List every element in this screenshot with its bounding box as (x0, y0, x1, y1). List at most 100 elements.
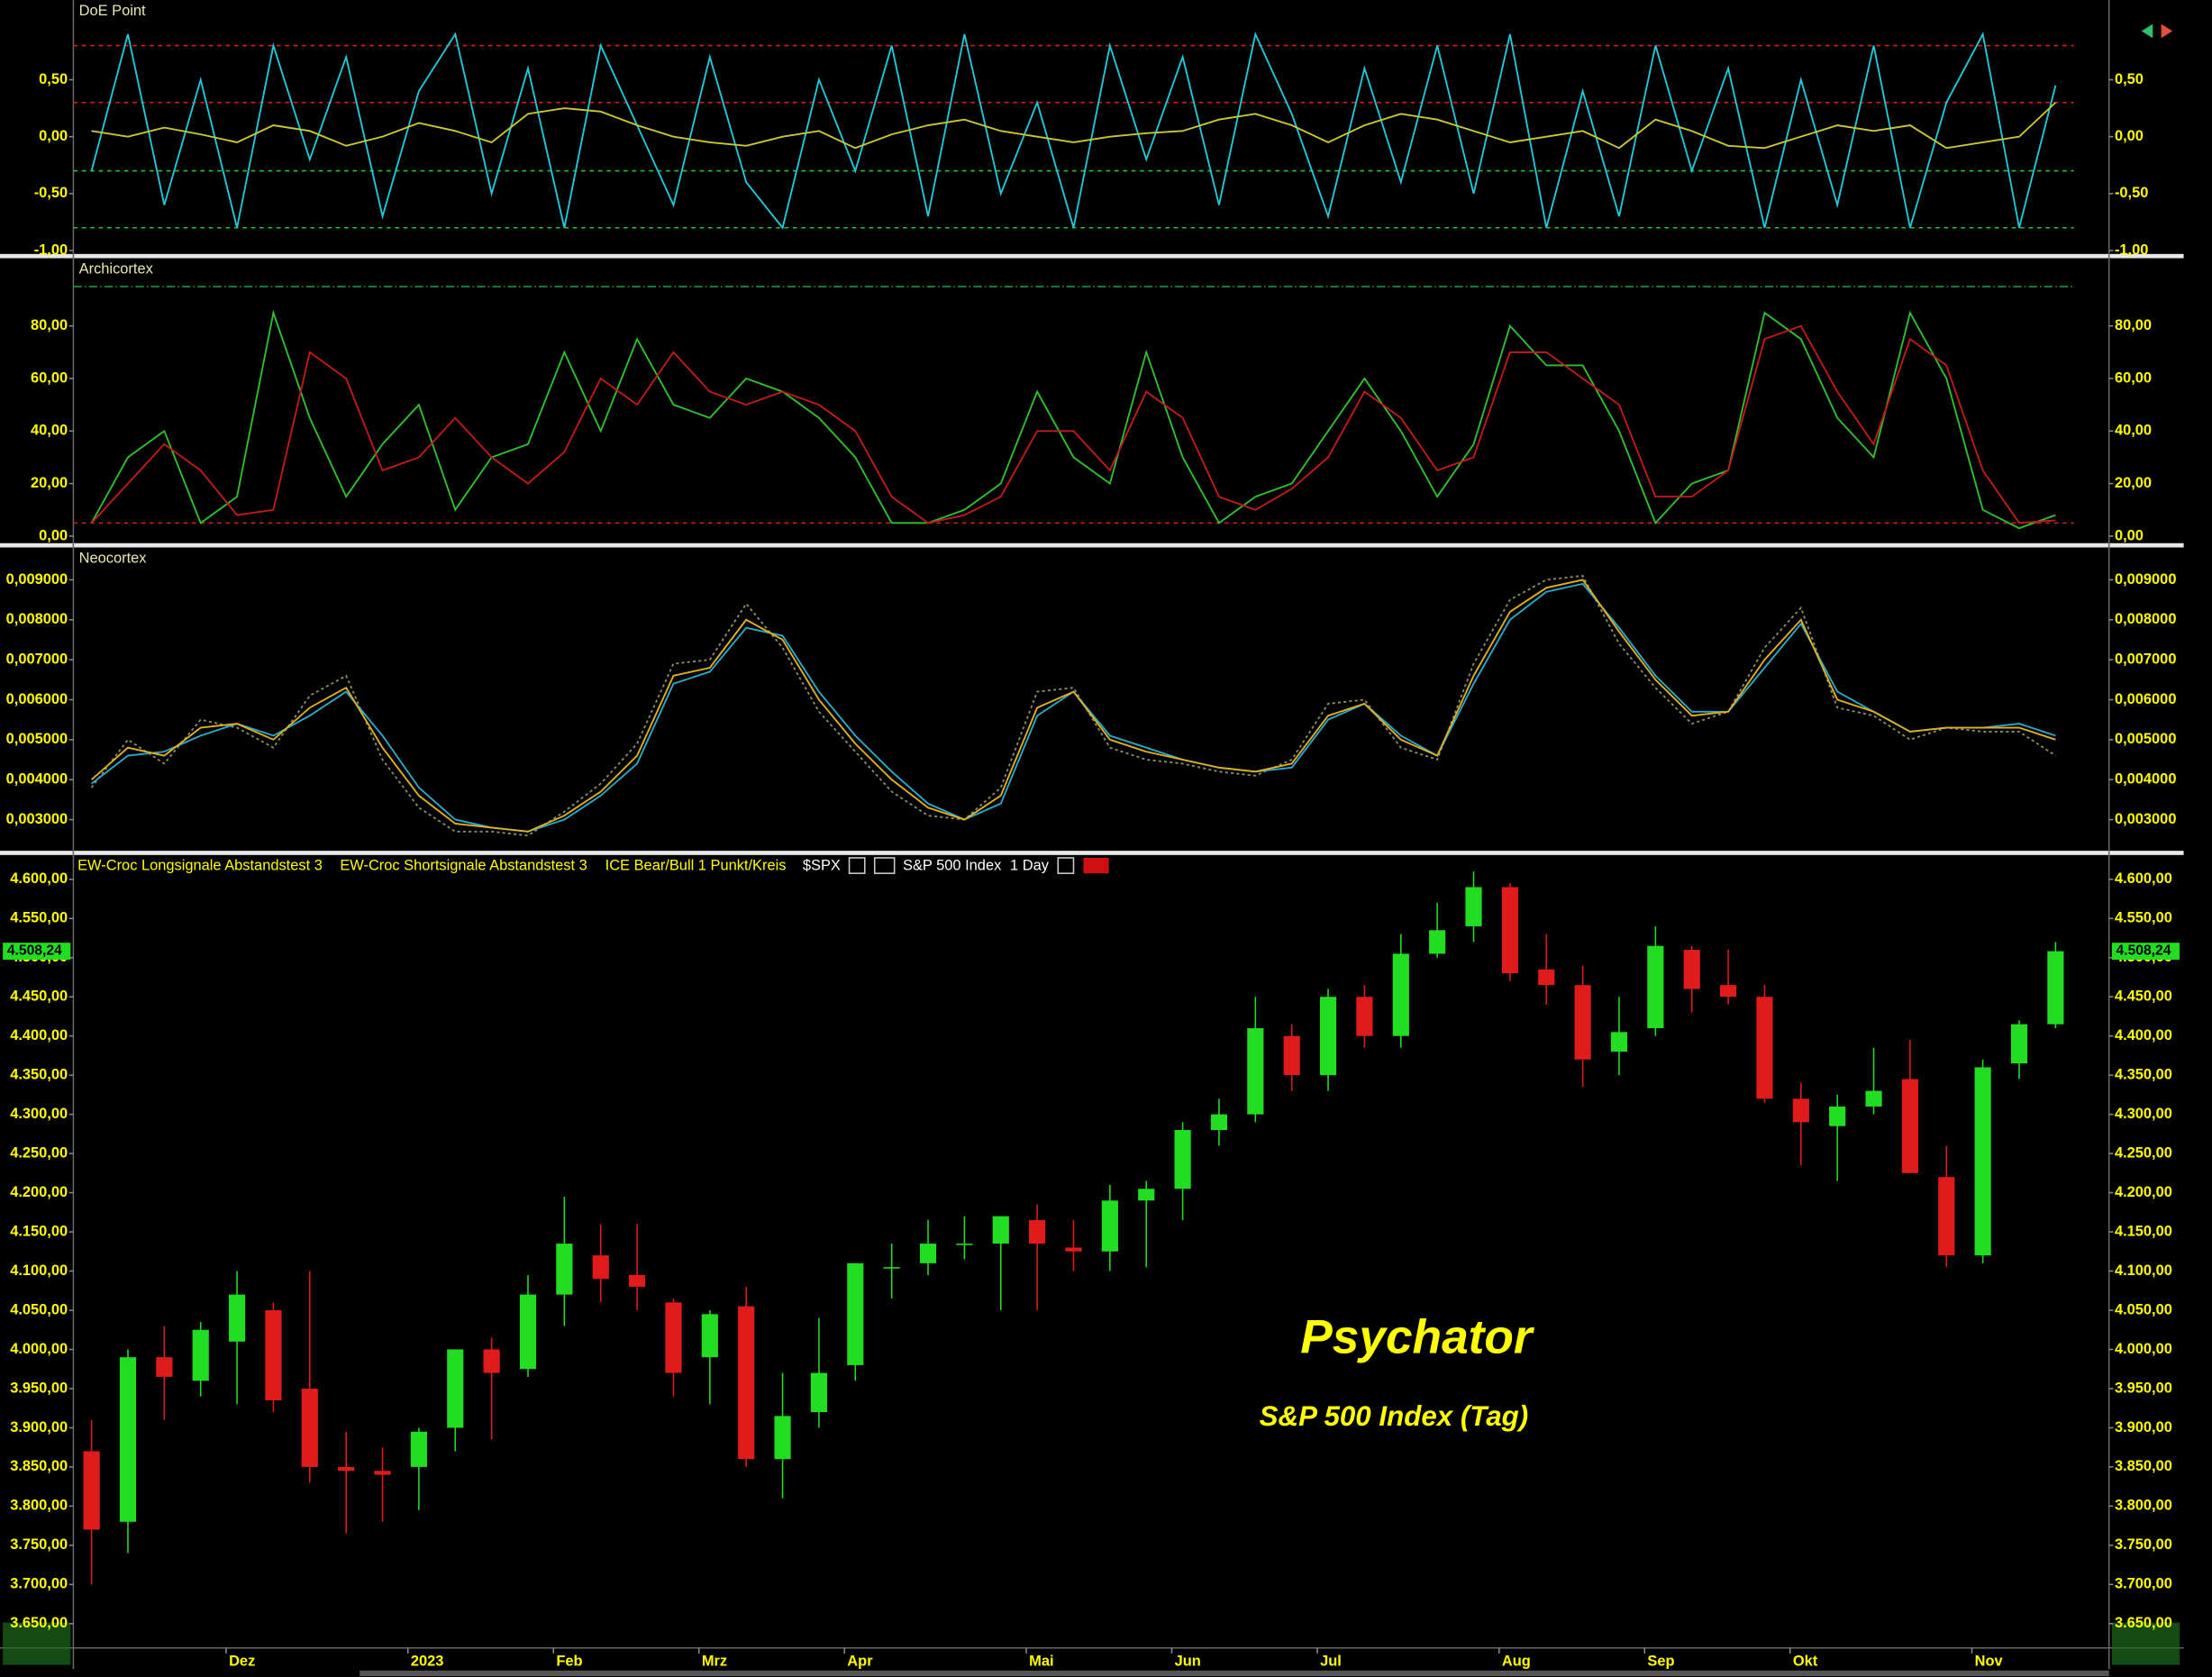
y-tick-label: 4.000,00 (10, 1341, 68, 1357)
candle-body (629, 1274, 646, 1287)
candle-body (1610, 1032, 1628, 1053)
legend-entry: EW-Croc Longsignale Abstandstest 3 (77, 858, 323, 874)
y-tick-label: 0,00 (2115, 527, 2144, 543)
candle-body (338, 1466, 355, 1472)
panel (73, 31, 2074, 230)
y-tick-label: 0,00 (2115, 128, 2144, 144)
x-tick-label: 2023 (411, 1654, 444, 1670)
candle-body (1720, 985, 1737, 998)
y-tick-label: 80,00 (2115, 317, 2152, 333)
panel (83, 871, 2064, 1585)
candle-body (119, 1357, 137, 1522)
candle-body (1974, 1067, 1991, 1256)
y-tick-label: 4.600,00 (2115, 870, 2172, 887)
y-tick-label: -0,50 (2115, 185, 2148, 201)
dropdown[interactable] (1057, 857, 1075, 874)
candle-body (883, 1267, 900, 1269)
y-tick-label: 4.600,00 (10, 870, 68, 887)
candle-body (1938, 1177, 1955, 1256)
y-tick-label: 3.900,00 (10, 1419, 68, 1435)
candle-body (1283, 1035, 1300, 1076)
nav-arrows[interactable] (2141, 23, 2173, 39)
y-tick-label: 4.550,00 (10, 910, 68, 926)
candle-body (701, 1314, 718, 1358)
y-tick-label: 4.150,00 (10, 1223, 68, 1239)
y-tick-label: 3.950,00 (10, 1380, 68, 1396)
candle-body (1829, 1106, 1846, 1126)
dropdown[interactable] (873, 857, 896, 874)
candle-body (556, 1244, 573, 1295)
y-tick-label: 3.850,00 (10, 1458, 68, 1474)
candle-body (156, 1357, 173, 1377)
y-tick-label: 20,00 (2115, 475, 2152, 491)
candle-body (1174, 1130, 1191, 1189)
y-tick-label: 4.400,00 (10, 1027, 68, 1044)
y-tick-label: 4.300,00 (10, 1106, 68, 1122)
candle-body (1138, 1189, 1155, 1201)
y-tick-label: 0,008000 (6, 611, 68, 627)
instrument: S&P 500 Index (903, 858, 1002, 874)
candle-body (374, 1471, 391, 1475)
y-tick-label: 60,00 (2115, 369, 2152, 386)
y-tick-label: 3.650,00 (2115, 1615, 2172, 1631)
candle-body (774, 1416, 791, 1460)
x-tick-label: Aug (1502, 1654, 1531, 1670)
y-tick-label: 4.450,00 (10, 989, 68, 1005)
series-line (90, 31, 2057, 230)
y-tick-label: 0,004000 (6, 771, 68, 788)
dropdown[interactable] (848, 857, 866, 874)
annotation-subtitle: S&P 500 Index (Tag) (1260, 1400, 1529, 1432)
candle-body (1574, 985, 1591, 1060)
candle-body (1029, 1220, 1046, 1244)
y-tick-label: 0,007000 (2115, 651, 2176, 667)
arrow-left[interactable] (2141, 23, 2153, 39)
candle-body (1101, 1200, 1118, 1252)
y-tick-label: 3.800,00 (2115, 1498, 2172, 1514)
y-tick-label: 0,005000 (6, 731, 68, 747)
y-tick-label: 40,00 (2115, 423, 2152, 439)
y-tick-label: 40,00 (31, 423, 68, 439)
y-tick-label: 4.550,00 (2115, 910, 2172, 926)
candle-body (447, 1349, 464, 1428)
candle-body (919, 1244, 937, 1263)
candle-body (483, 1349, 500, 1373)
arrow-right[interactable] (2161, 23, 2173, 39)
candle-body (1429, 930, 1446, 954)
y-tick-label: 0,00 (39, 128, 68, 144)
candle-body (1683, 950, 1700, 989)
last-price-badge (3, 943, 71, 960)
y-tick-label: -0,50 (34, 185, 68, 201)
corner-box (3, 1622, 71, 1665)
candle-body (1319, 997, 1337, 1076)
candle-body (83, 1451, 100, 1530)
candle-body (1247, 1027, 1264, 1115)
close-button[interactable] (1083, 857, 1109, 874)
panel-separator (0, 253, 2184, 259)
candle-body (228, 1294, 246, 1342)
y-tick-label: 3.900,00 (2115, 1419, 2172, 1435)
y-tick-label: 3.750,00 (2115, 1536, 2172, 1553)
legend-entry: ICE Bear/Bull 1 Punkt/Kreis (605, 858, 787, 874)
candle-body (1465, 887, 1482, 926)
last-price-label: 4.508,24 (7, 943, 62, 959)
y-tick-label: 0,003000 (6, 811, 68, 827)
interval: 1 Day (1010, 858, 1050, 874)
y-tick-label: 0,008000 (2115, 611, 2176, 627)
scrollbar[interactable] (360, 1670, 2109, 1677)
y-tick-label: 3.700,00 (2115, 1576, 2172, 1592)
y-tick-label: 0,003000 (2115, 811, 2176, 827)
candle-body (1538, 969, 1555, 986)
y-tick-label: 4.050,00 (2115, 1301, 2172, 1317)
y-tick-label: 80,00 (31, 317, 68, 333)
y-tick-label: 0,004000 (2115, 771, 2176, 788)
candle-body (1792, 1098, 1809, 1123)
candle-body (592, 1255, 609, 1280)
candle-body (1392, 953, 1409, 1036)
x-tick-label: Mrz (702, 1654, 727, 1670)
series-line (90, 579, 2056, 833)
panel (90, 574, 2056, 837)
y-tick-label: 3.750,00 (10, 1536, 68, 1553)
x-tick-label: Sep (1647, 1654, 1674, 1670)
